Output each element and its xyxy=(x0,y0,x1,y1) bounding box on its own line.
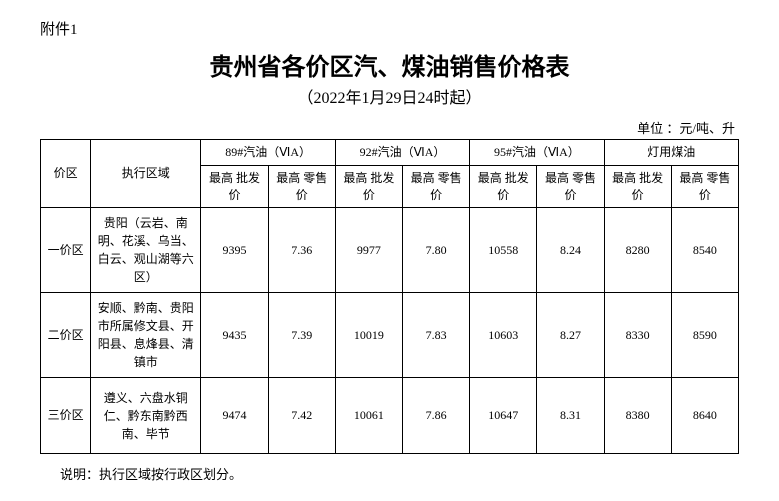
cell-value: 8.27 xyxy=(537,293,604,378)
col-sub-wholesale: 最高 批发价 xyxy=(201,165,268,208)
col-group-0: 89#汽油（ⅥA） xyxy=(201,140,335,166)
cell-region: 贵阳（云岩、南明、花溪、乌当、白云、观山湖等六区） xyxy=(91,208,201,293)
col-region: 执行区域 xyxy=(91,140,201,208)
cell-value: 8330 xyxy=(604,293,671,378)
cell-zone: 三价区 xyxy=(41,378,91,454)
cell-value: 10019 xyxy=(335,293,402,378)
col-sub-retail: 最高 零售价 xyxy=(671,165,738,208)
price-table-body: 一价区贵阳（云岩、南明、花溪、乌当、白云、观山湖等六区）93957.369977… xyxy=(41,208,739,454)
cell-region: 安顺、黔南、贵阳市所属修文县、开阳县、息烽县、清镇市 xyxy=(91,293,201,378)
cell-value: 10061 xyxy=(335,378,402,454)
cell-value: 8380 xyxy=(604,378,671,454)
unit-label: 单位 ：元/吨、升 xyxy=(40,118,739,137)
cell-value: 8280 xyxy=(604,208,671,293)
cell-value: 9474 xyxy=(201,378,268,454)
page-title: 贵州省各价区汽、煤油销售价格表 xyxy=(40,47,739,82)
cell-value: 9977 xyxy=(335,208,402,293)
cell-value: 8590 xyxy=(671,293,738,378)
cell-value: 8.31 xyxy=(537,378,604,454)
cell-value: 7.39 xyxy=(268,293,335,378)
cell-value: 7.36 xyxy=(268,208,335,293)
cell-zone: 二价区 xyxy=(41,293,91,378)
cell-value: 7.80 xyxy=(403,208,470,293)
col-sub-retail: 最高 零售价 xyxy=(268,165,335,208)
table-row: 一价区贵阳（云岩、南明、花溪、乌当、白云、观山湖等六区）93957.369977… xyxy=(41,208,739,293)
col-sub-retail: 最高 零售价 xyxy=(537,165,604,208)
cell-value: 9395 xyxy=(201,208,268,293)
col-group-3: 灯用煤油 xyxy=(604,140,738,166)
col-sub-wholesale: 最高 批发价 xyxy=(604,165,671,208)
footnote: 说明：执行区域按行政区划分。 xyxy=(40,464,739,483)
cell-value: 8.24 xyxy=(537,208,604,293)
cell-value: 10603 xyxy=(470,293,537,378)
col-sub-wholesale: 最高 批发价 xyxy=(470,165,537,208)
table-row: 二价区安顺、黔南、贵阳市所属修文县、开阳县、息烽县、清镇市94357.39100… xyxy=(41,293,739,378)
cell-value: 8540 xyxy=(671,208,738,293)
cell-value: 8640 xyxy=(671,378,738,454)
col-group-2: 95#汽油（ⅥA） xyxy=(470,140,604,166)
col-zone: 价区 xyxy=(41,140,91,208)
cell-value: 7.86 xyxy=(403,378,470,454)
attachment-label: 附件1 xyxy=(40,18,739,39)
cell-value: 7.42 xyxy=(268,378,335,454)
cell-value: 10647 xyxy=(470,378,537,454)
price-table: 价区 执行区域 89#汽油（ⅥA） 92#汽油（ⅥA） 95#汽油（ⅥA） 灯用… xyxy=(40,139,739,454)
table-row: 三价区遵义、六盘水铜仁、黔东南黔西南、毕节94747.42100617.8610… xyxy=(41,378,739,454)
cell-value: 9435 xyxy=(201,293,268,378)
cell-region: 遵义、六盘水铜仁、黔东南黔西南、毕节 xyxy=(91,378,201,454)
cell-value: 7.83 xyxy=(403,293,470,378)
col-group-1: 92#汽油（ⅥA） xyxy=(335,140,469,166)
cell-zone: 一价区 xyxy=(41,208,91,293)
col-sub-retail: 最高 零售价 xyxy=(403,165,470,208)
page-subtitle: （2022年1月29日24时起） xyxy=(40,84,739,108)
col-sub-wholesale: 最高 批发价 xyxy=(335,165,402,208)
cell-value: 10558 xyxy=(470,208,537,293)
